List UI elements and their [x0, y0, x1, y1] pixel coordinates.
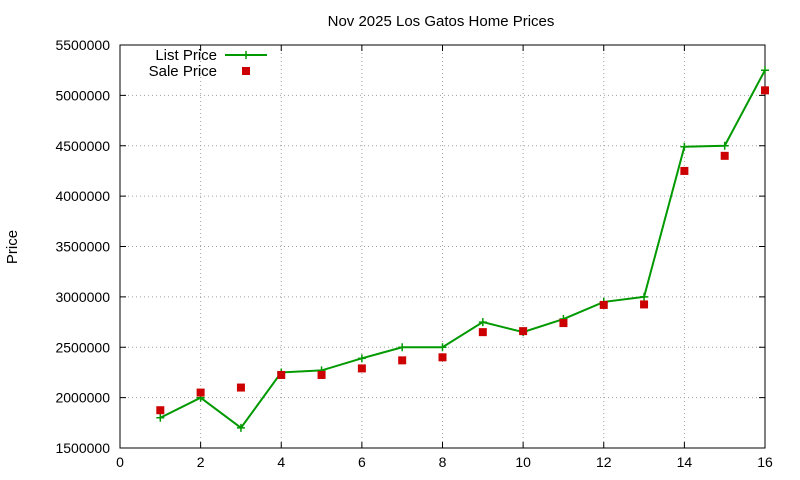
y-tick-label: 1500000: [55, 440, 110, 456]
data-point: [720, 151, 729, 160]
legend-marker: [242, 67, 250, 75]
data-point: [680, 142, 689, 151]
x-tick-label: 16: [757, 454, 773, 470]
data-point: [236, 423, 245, 432]
y-tick-label: 2000000: [55, 390, 110, 406]
x-tick-label: 10: [515, 454, 531, 470]
data-point: [478, 318, 487, 327]
data-point: [640, 292, 649, 301]
legend-marker: [242, 51, 250, 59]
data-point: [196, 388, 205, 397]
legend-label: List Price: [155, 47, 217, 64]
data-point: [156, 413, 165, 422]
series-line: [159, 69, 766, 430]
x-tick-label: 6: [358, 454, 366, 470]
data-point: [761, 86, 769, 95]
data-point: [640, 300, 649, 309]
data-point: [438, 353, 447, 362]
y-tick-label: 5000000: [55, 87, 110, 103]
y-tick-label: 3000000: [55, 289, 110, 305]
x-tick-label: 2: [197, 454, 205, 470]
data-point: [357, 364, 366, 373]
data-point: [519, 327, 528, 336]
grid: [120, 45, 765, 448]
legend-label: Sale Price: [149, 63, 217, 80]
y-tick-label: 5500000: [55, 37, 110, 53]
data-point: [398, 356, 407, 365]
y-tick-label: 4000000: [55, 188, 110, 204]
x-tick-label: 12: [596, 454, 612, 470]
legend-entry: List Price: [155, 47, 267, 64]
data-point: [156, 406, 165, 415]
chart-title: Nov 2025 Los Gatos Home Prices: [328, 13, 555, 30]
series-sale-price: [156, 86, 769, 415]
data-point: [478, 328, 487, 337]
data-point: [559, 319, 568, 328]
y-tick-label: 2500000: [55, 339, 110, 355]
x-tick-label: 4: [277, 454, 285, 470]
data-point: [438, 343, 447, 352]
data-point: [398, 343, 407, 352]
data-point: [599, 300, 608, 309]
data-point: [761, 66, 769, 75]
x-tick-label: 14: [677, 454, 693, 470]
data-point: [277, 370, 286, 379]
series-list-price: [156, 66, 769, 432]
x-tick-label: 0: [116, 454, 124, 470]
legend-entry: Sale Price: [149, 63, 250, 80]
data-point: [720, 141, 729, 150]
x-tick-label: 8: [439, 454, 447, 470]
data-point: [236, 383, 245, 392]
data-point: [317, 370, 326, 379]
data-point: [680, 166, 689, 175]
y-tick-label: 3500000: [55, 239, 110, 255]
y-axis-label: Price: [4, 230, 21, 264]
data-point: [357, 354, 366, 363]
series: [156, 66, 769, 432]
y-tick-label: 4500000: [55, 138, 110, 154]
axes: 0 2 4 6 8 10 12 14 16 1500000 2000000 2500000 300000…: [55, 37, 773, 470]
